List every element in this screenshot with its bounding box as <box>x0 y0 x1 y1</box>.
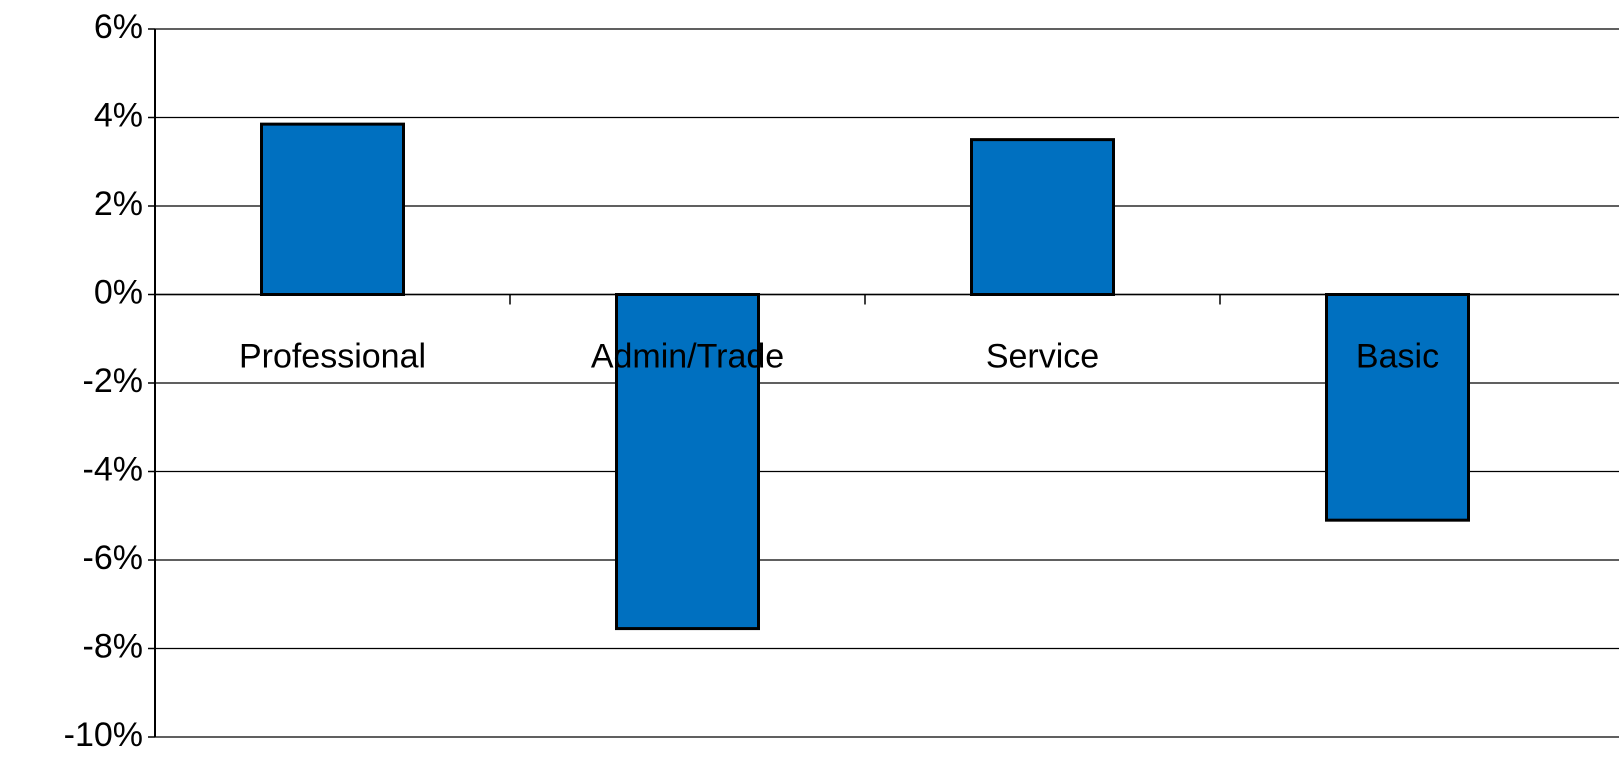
y-tick-label: -10% <box>64 716 143 754</box>
y-tick-label: 0% <box>94 273 143 311</box>
x-tick-label: Service <box>986 337 1099 375</box>
y-tick-label: -6% <box>83 539 143 577</box>
x-tick-label: Basic <box>1356 337 1439 375</box>
x-tick-label: Professional <box>239 337 426 375</box>
y-tick-label: 2% <box>94 185 143 223</box>
y-tick-label: 6% <box>94 8 143 46</box>
bar <box>970 138 1115 296</box>
x-tick-label: Admin/Trade <box>591 337 784 375</box>
bar <box>1325 293 1470 522</box>
y-tick-label: -2% <box>83 362 143 400</box>
y-tick-label: 4% <box>94 96 143 134</box>
bar <box>615 293 760 631</box>
bar <box>260 122 405 296</box>
y-tick-label: -4% <box>83 450 143 488</box>
y-tick-label: -8% <box>83 627 143 665</box>
